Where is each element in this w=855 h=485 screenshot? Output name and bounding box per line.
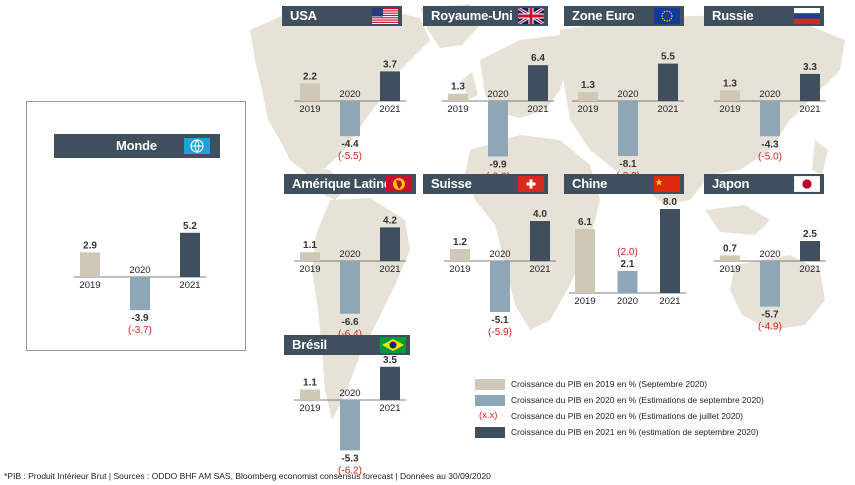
chart-title-text: Zone Euro xyxy=(572,8,635,23)
footer-note: *PIB : Produit Intérieur Brut | Sources … xyxy=(4,471,491,481)
chart-title-text: Royaume-Uni xyxy=(431,8,513,23)
legend-swatch-2020 xyxy=(475,395,505,406)
chart-title-text: USA xyxy=(290,8,317,23)
chart-title-russie: Russie xyxy=(704,6,824,26)
chart-title-amerique-latine: Amérique Latine xyxy=(284,174,416,194)
us-flag-icon xyxy=(372,8,398,24)
legend-label-2021: Croissance du PIB en 2021 en % (estimati… xyxy=(511,427,759,437)
chart-title-text: Monde xyxy=(116,138,157,153)
legend-item-2019: Croissance du PIB en 2019 en % (Septembr… xyxy=(475,378,845,392)
latam-flag-icon xyxy=(386,176,412,192)
chart-title-suisse: Suisse xyxy=(423,174,548,194)
legend-label-2020: Croissance du PIB en 2020 en % (Estimati… xyxy=(511,395,764,405)
eu-flag-icon xyxy=(654,8,680,24)
uk-flag-icon xyxy=(517,6,545,26)
legend-item-2020: Croissance du PIB en 2020 en % (Estimati… xyxy=(475,394,845,408)
swiss-flag-icon xyxy=(518,176,544,192)
globe-icon xyxy=(184,138,210,154)
russia-flag-icon xyxy=(794,8,820,24)
chart-title-chine: Chine xyxy=(564,174,684,194)
chart-title-text: Russie xyxy=(712,8,754,23)
chart-title-zone-euro: Zone Euro xyxy=(564,6,684,26)
chart-title-text: Suisse xyxy=(431,176,472,191)
legend-label-2019: Croissance du PIB en 2019 en % (Septembr… xyxy=(511,379,708,389)
chart-title-text: Brésil xyxy=(292,337,327,352)
legend-item-2021: Croissance du PIB en 2021 en % (estimati… xyxy=(475,426,845,440)
legend-marker-july: (x.x) xyxy=(479,410,498,421)
japan-flag-icon xyxy=(793,175,821,193)
chart-title-monde: Monde xyxy=(54,134,220,158)
legend-swatch-2019 xyxy=(475,379,505,390)
china-flag-icon xyxy=(654,176,680,192)
chart-title-text: Japon xyxy=(712,176,750,191)
legend-swatch-2021 xyxy=(475,427,505,438)
chart-title-japon: Japon xyxy=(704,174,824,194)
legend-item-july: (x.x) Croissance du PIB en 2020 en % (Es… xyxy=(475,410,845,424)
chart-title-usa: USA xyxy=(282,6,402,26)
chart-title-bresil: Brésil xyxy=(284,335,410,355)
chart-title-royaume-uni: Royaume-Uni xyxy=(423,6,548,26)
chart-title-text: Chine xyxy=(572,176,608,191)
brazil-flag-icon xyxy=(380,337,406,353)
legend-label-july: Croissance du PIB en 2020 en % (Estimati… xyxy=(511,411,743,421)
chart-title-text: Amérique Latine xyxy=(292,176,391,191)
